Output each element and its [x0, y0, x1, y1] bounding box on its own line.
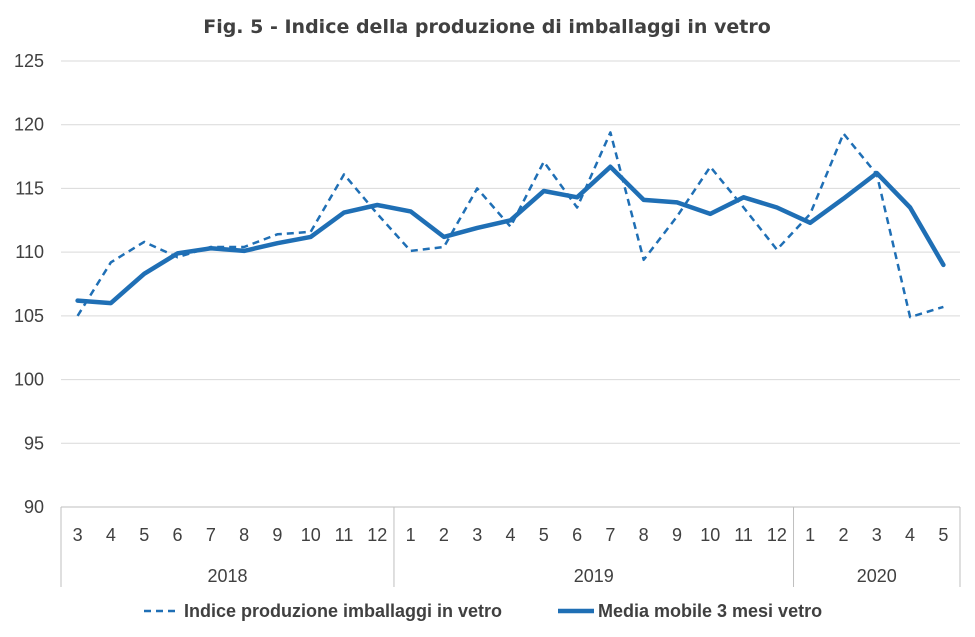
x-tick-label: 12 [367, 525, 387, 545]
legend: Indice produzione imballaggi in vetro Med… [144, 601, 822, 621]
x-tick-label: 7 [206, 525, 216, 545]
x-tick-label: 3 [472, 525, 482, 545]
x-tick-label: 1 [406, 525, 416, 545]
x-tick-label: 2 [439, 525, 449, 545]
x-tick-label: 4 [905, 525, 915, 545]
chart-title: Fig. 5 - Indice della produzione di imba… [203, 16, 771, 38]
legend-label: Indice produzione imballaggi in vetro [184, 601, 502, 621]
x-tick-label: 11 [734, 525, 753, 545]
x-tick-label: 4 [505, 525, 515, 545]
x-tick-label: 1 [805, 525, 815, 545]
gridlines [61, 60, 960, 444]
y-tick-label: 110 [15, 242, 44, 262]
x-tick-label: 11 [335, 525, 354, 545]
x-tick-label: 2 [838, 525, 848, 545]
x-tick-label: 6 [572, 525, 582, 545]
x-tick-label: 8 [639, 525, 649, 545]
x-tick-label: 10 [301, 525, 321, 545]
x-tick-label: 12 [767, 525, 787, 545]
x-tick-label: 7 [605, 525, 615, 545]
legend-label: Media mobile 3 mesi vetro [598, 601, 822, 621]
y-tick-label: 95 [24, 433, 44, 453]
x-tick-label: 6 [173, 525, 183, 545]
x-tick-label: 4 [106, 525, 116, 545]
y-axis-tick-labels: 90 95 100 105 110 115 120 125 [14, 51, 44, 517]
x-tick-label: 10 [700, 525, 720, 545]
x-tick-label: 5 [139, 525, 149, 545]
y-tick-label: 90 [24, 497, 44, 517]
x-tick-label: 5 [938, 525, 948, 545]
y-tick-label: 105 [14, 306, 44, 326]
x-tick-label: 3 [73, 525, 83, 545]
year-label: 2020 [857, 566, 897, 586]
x-tick-label: 9 [272, 525, 282, 545]
series-line-2 [75, 164, 946, 306]
year-label: 2019 [574, 566, 614, 586]
y-tick-label: 100 [14, 370, 44, 390]
series-lines [75, 131, 946, 319]
year-label: 2018 [207, 566, 247, 586]
y-tick-label: 115 [15, 178, 44, 198]
y-tick-label: 120 [14, 115, 44, 135]
x-tick-label: 5 [539, 525, 549, 545]
x-tick-label: 9 [672, 525, 682, 545]
series-line-1 [76, 131, 944, 319]
y-tick-label: 125 [14, 51, 44, 71]
x-tick-label: 3 [872, 525, 882, 545]
x-tick-label: 8 [239, 525, 249, 545]
